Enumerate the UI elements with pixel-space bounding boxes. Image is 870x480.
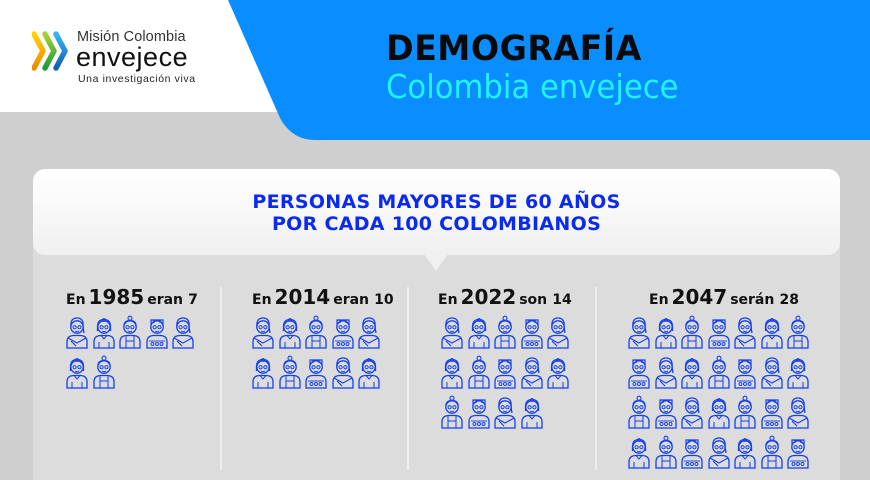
grandma-bun-icon [467, 315, 491, 349]
grandma-bun-icon [733, 435, 757, 469]
grandma-topknot-icon [733, 395, 757, 429]
people-icon-grid-2022 [440, 315, 570, 429]
column-heading-1985: En 1985 eran 7 [66, 285, 198, 309]
grandpa-sweater-icon [786, 435, 810, 469]
heading-count: 14 [552, 292, 572, 308]
grandma-scarf-icon [493, 395, 517, 429]
heading-count: 28 [779, 292, 799, 308]
grandpa-sweater-icon [707, 315, 731, 349]
grandma-scarf-icon [680, 395, 704, 429]
grandma-scarf-icon [440, 315, 464, 349]
grandma-bun-icon [760, 315, 784, 349]
column-heading-2014: En 2014 eran 10 [252, 285, 394, 309]
grandma-scarf-icon [65, 315, 89, 349]
heading-verb: son [519, 292, 548, 308]
column-heading-2047: En 2047 serán 28 [649, 285, 799, 309]
grandma-topknot-icon [680, 315, 704, 349]
grandma-topknot-icon [304, 315, 328, 349]
logo-text-line2: envejece [76, 42, 189, 72]
logo-text-line1: Misión Colombia [77, 29, 186, 45]
grandma-topknot-icon [707, 355, 731, 389]
panel-title-line1: PERSONAS MAYORES DE 60 AÑOS [252, 191, 621, 213]
column-heading-2022: En 2022 son 14 [438, 285, 572, 309]
speech-pointer [424, 254, 448, 271]
people-icon-grid-2014 [251, 315, 381, 389]
grandpa-sweater-icon [145, 315, 169, 349]
grandma-scarf-icon [546, 315, 570, 349]
grandma-scarf-icon [171, 315, 195, 349]
grandma-bun-icon [786, 355, 810, 389]
grandma-topknot-icon [278, 355, 302, 389]
grandpa-sweater-icon [760, 395, 784, 429]
grandpa-sweater-icon [654, 395, 678, 429]
grandma-scarf-icon [627, 315, 651, 349]
grandma-scarf-icon [357, 315, 381, 349]
heading-verb: eran [333, 292, 370, 308]
grandma-topknot-icon [493, 315, 517, 349]
grandma-scarf-icon [520, 355, 544, 389]
grandma-scarf-icon [707, 435, 731, 469]
grandma-topknot-icon [467, 355, 491, 389]
grandma-topknot-icon [760, 435, 784, 469]
heading-prefix: En [66, 292, 86, 308]
heading-year: 2022 [460, 285, 517, 309]
heading-year: 2047 [671, 285, 728, 309]
grandpa-sweater-icon [467, 395, 491, 429]
column-divider [407, 287, 409, 470]
heading-count: 7 [188, 292, 198, 308]
heading-verb: serán [730, 292, 775, 308]
grandma-topknot-icon [654, 435, 678, 469]
grandma-scarf-icon [654, 355, 678, 389]
logo-chevrons-icon [32, 31, 68, 71]
grandpa-sweater-icon [520, 315, 544, 349]
heading-verb: eran [147, 292, 184, 308]
grandpa-sweater-icon [627, 355, 651, 389]
grandma-topknot-icon [627, 395, 651, 429]
page-title: DEMOGRAFÍA [386, 29, 642, 69]
heading-year: 1985 [88, 285, 145, 309]
page-subtitle: Colombia envejece [386, 67, 679, 106]
grandma-bun-icon [92, 315, 116, 349]
grandpa-sweater-icon [493, 355, 517, 389]
grandma-bun-icon [654, 315, 678, 349]
grandma-bun-icon [627, 435, 651, 469]
heading-prefix: En [252, 292, 272, 308]
column-divider [220, 287, 222, 470]
grandma-scarf-icon [733, 315, 757, 349]
grandma-bun-icon [520, 395, 544, 429]
grandma-bun-icon [440, 355, 464, 389]
panel-header-box [33, 169, 840, 255]
heading-year: 2014 [274, 285, 331, 309]
people-icon-grid-2047 [627, 315, 810, 469]
panel-title: PERSONAS MAYORES DE 60 AÑOS POR CADA 100… [33, 191, 840, 235]
grandma-topknot-icon [92, 355, 116, 389]
grandma-topknot-icon [118, 315, 142, 349]
grandma-bun-icon [357, 355, 381, 389]
heading-prefix: En [438, 292, 458, 308]
grandma-scarf-icon [251, 315, 275, 349]
grandma-bun-icon [680, 355, 704, 389]
grandma-bun-icon [251, 355, 275, 389]
people-icon-grid-1985 [65, 315, 195, 389]
heading-prefix: En [649, 292, 669, 308]
grandma-scarf-icon [760, 355, 784, 389]
grandpa-sweater-icon [680, 435, 704, 469]
column-divider [595, 287, 597, 470]
logo-tagline: Una investigación viva [78, 73, 196, 85]
header-banner [0, 0, 870, 140]
grandma-topknot-icon [786, 315, 810, 349]
heading-count: 10 [374, 292, 394, 308]
grandpa-sweater-icon [331, 315, 355, 349]
grandma-scarf-icon [786, 395, 810, 429]
grandpa-sweater-icon [304, 355, 328, 389]
grandma-bun-icon [65, 355, 89, 389]
grandpa-sweater-icon [733, 355, 757, 389]
panel-title-line2: POR CADA 100 COLOMBIANOS [271, 213, 602, 235]
grandma-bun-icon [546, 355, 570, 389]
mision-colombia-logo[interactable]: Misión Colombia envejece Una investigaci… [32, 28, 232, 88]
grandma-topknot-icon [440, 395, 464, 429]
grandma-bun-icon [707, 395, 731, 429]
grandma-bun-icon [278, 315, 302, 349]
grandma-scarf-icon [331, 355, 355, 389]
